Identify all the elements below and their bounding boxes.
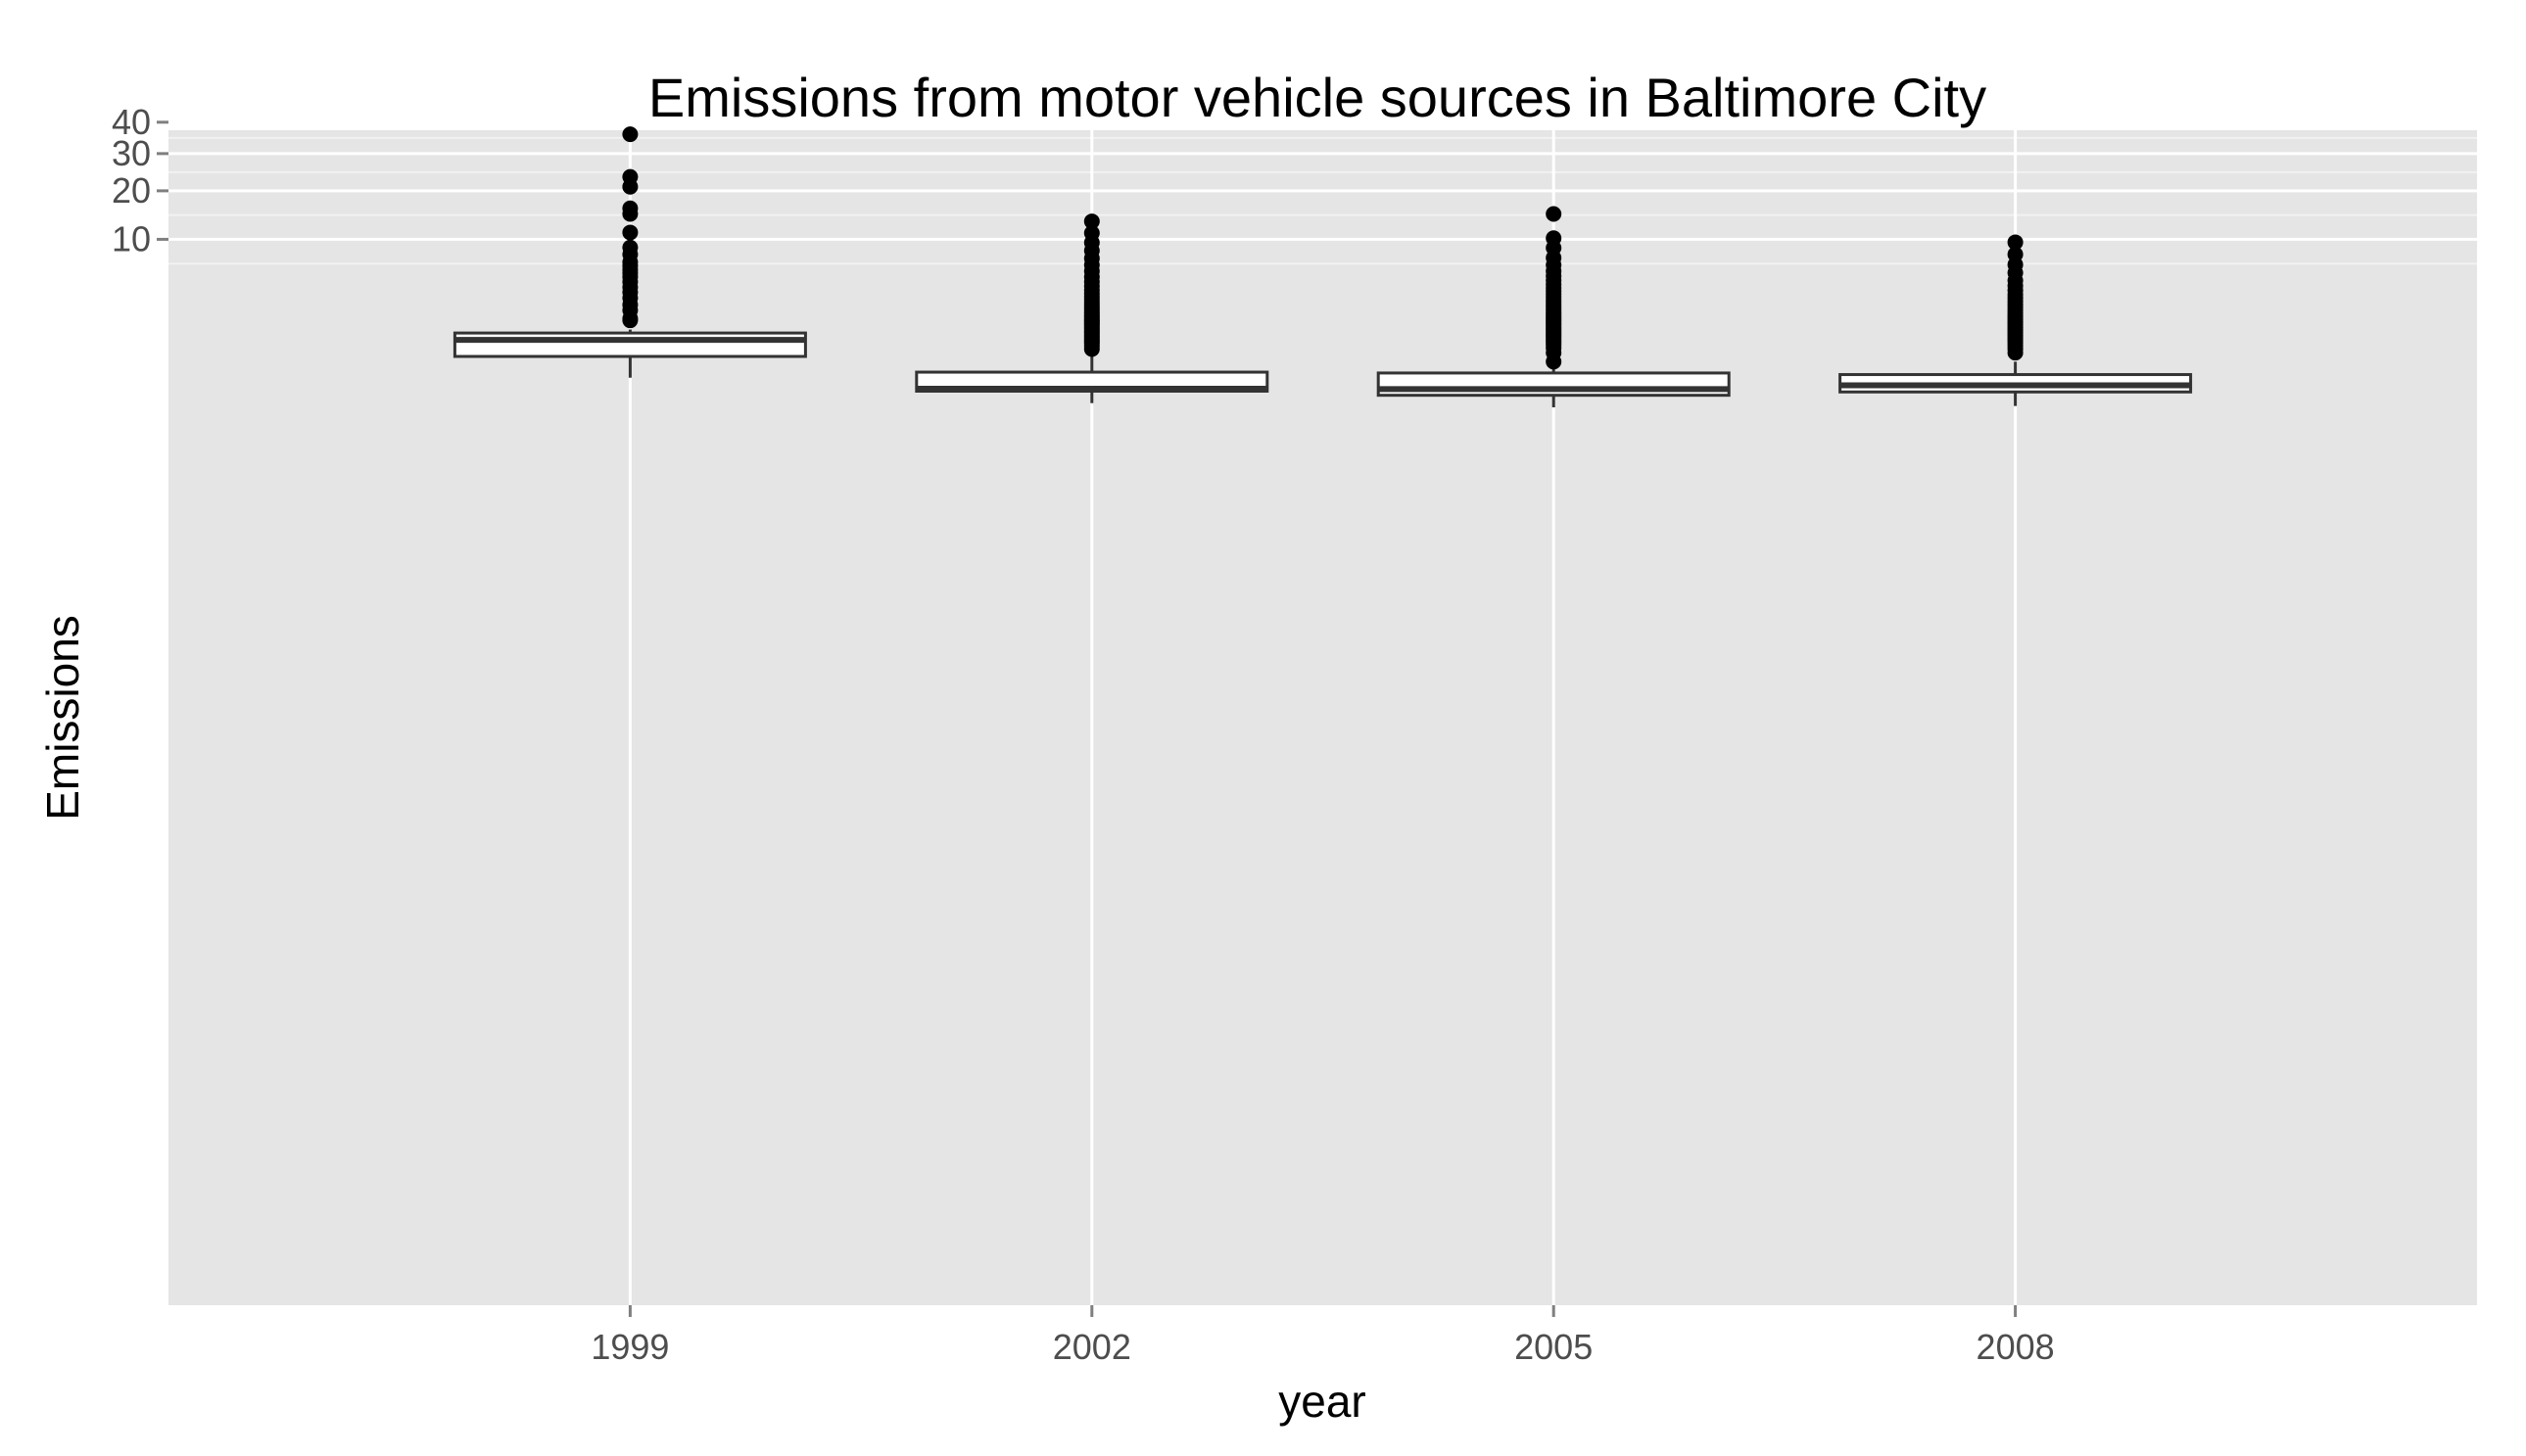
outlier-point xyxy=(2007,246,2024,262)
outlier-point xyxy=(622,126,639,143)
x-tick-label: 2005 xyxy=(1514,1327,1593,1367)
boxes-layer xyxy=(453,126,2193,408)
outlier-point xyxy=(622,168,639,185)
plot-panel xyxy=(168,130,2477,1305)
x-tick-label: 2008 xyxy=(1977,1327,2055,1367)
x-tick-label: 1999 xyxy=(591,1327,669,1367)
x-axis: 1999 2002 2005 2008 xyxy=(591,1305,2055,1367)
box-2002 xyxy=(915,213,1269,403)
box-2005 xyxy=(1376,206,1731,408)
box-2008 xyxy=(1838,234,2193,406)
outlier-point xyxy=(622,239,639,256)
outlier-point xyxy=(1083,213,1100,230)
box-body xyxy=(453,331,807,358)
outlier-point xyxy=(622,224,639,241)
box-1999 xyxy=(453,126,807,378)
x-axis-title: year xyxy=(1278,1376,1365,1427)
y-tick-label: 20 xyxy=(112,170,151,211)
y-axis-title: Emissions xyxy=(37,615,88,821)
y-tick-label: 40 xyxy=(112,102,151,142)
outlier-point xyxy=(1546,206,1562,222)
y-tick-label: 10 xyxy=(112,218,151,258)
outlier-point xyxy=(622,200,639,216)
outlier-point xyxy=(2007,234,2024,251)
outlier-point xyxy=(1083,225,1100,242)
x-tick-label: 2002 xyxy=(1053,1327,1131,1367)
chart-title: Emissions from motor vehicle sources in … xyxy=(648,67,1986,128)
y-tick-label: 30 xyxy=(112,133,151,173)
outlier-point xyxy=(1546,230,1562,247)
